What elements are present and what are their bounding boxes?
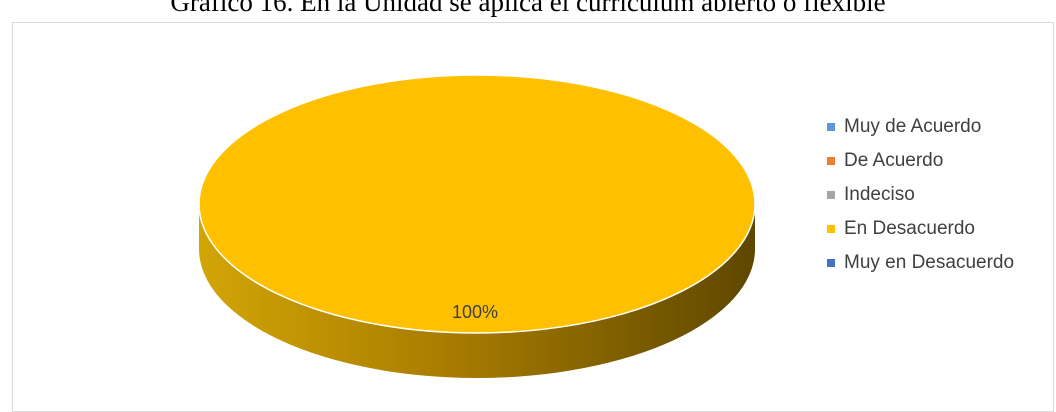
- chart-legend: Muy de Acuerdo De Acuerdo Indeciso En De…: [827, 110, 1014, 280]
- legend-item-muy-en-desacuerdo: Muy en Desacuerdo: [827, 246, 1014, 280]
- legend-label: Muy de Acuerdo: [844, 116, 982, 137]
- legend-swatch: [827, 191, 835, 199]
- pie-slice: [198, 74, 756, 334]
- legend-label: Muy en Desacuerdo: [844, 252, 1015, 273]
- legend-item-de-acuerdo: De Acuerdo: [827, 144, 1014, 178]
- legend-swatch: [827, 225, 835, 233]
- legend-label: Indeciso: [844, 184, 915, 205]
- legend-swatch: [827, 259, 835, 267]
- legend-swatch: [827, 123, 835, 131]
- data-label-en-desacuerdo: 100%: [452, 302, 499, 322]
- legend-item-en-desacuerdo: En Desacuerdo: [827, 212, 1014, 246]
- chart-title: Gráfico 16. En la Unidad se aplica el cu…: [170, 0, 886, 17]
- pie-slice-side: [199, 204, 755, 378]
- legend-item-indeciso: Indeciso: [827, 178, 1014, 212]
- legend-label: En Desacuerdo: [844, 218, 975, 239]
- legend-label: De Acuerdo: [844, 150, 944, 171]
- pie-chart: [198, 74, 756, 378]
- legend-swatch: [827, 157, 835, 165]
- legend-item-muy-de-acuerdo: Muy de Acuerdo: [827, 110, 1014, 144]
